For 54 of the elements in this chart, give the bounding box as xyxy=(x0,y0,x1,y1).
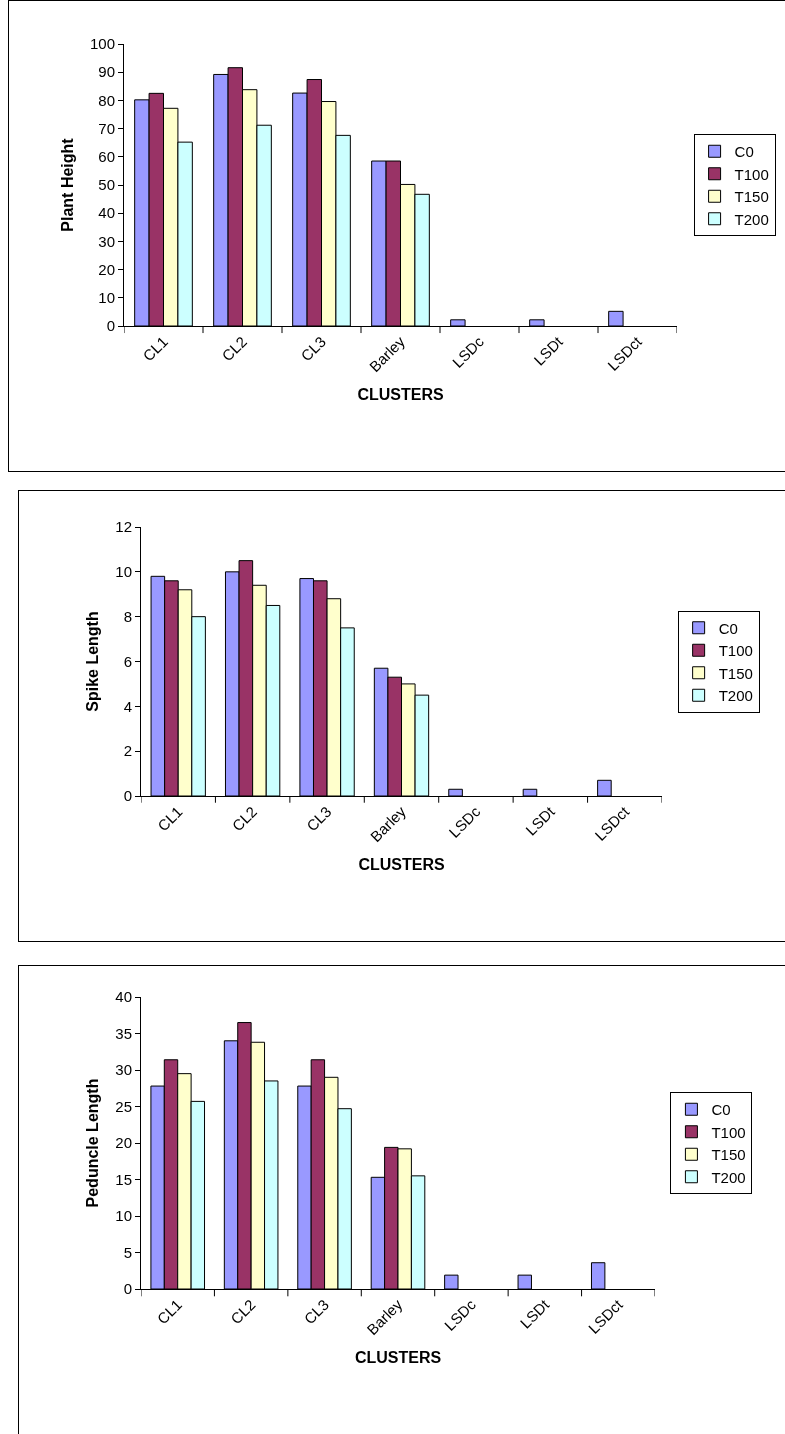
legend-label: C0 xyxy=(734,143,754,161)
y-tick-label: 20 xyxy=(98,260,115,278)
legend-label: C0 xyxy=(718,619,738,637)
x-tick-label: CL2 xyxy=(227,1295,259,1328)
y-tick-label: 2 xyxy=(123,742,132,760)
x-tick-label: CL3 xyxy=(303,802,335,835)
y-axis-title: Peduncle Length xyxy=(84,1078,102,1208)
y-tick-label: 15 xyxy=(115,1170,132,1188)
legend-label: T100 xyxy=(711,1123,746,1141)
legend-label: T200 xyxy=(734,210,769,228)
legend-label: T100 xyxy=(718,642,753,660)
x-axis-title: CLUSTERS xyxy=(358,855,445,873)
x-tick-label: CL2 xyxy=(228,802,261,835)
legend-label: T150 xyxy=(711,1146,746,1164)
x-tick-label: CL1 xyxy=(153,1295,186,1328)
y-tick-label: 0 xyxy=(123,1280,132,1298)
y-tick-label: 60 xyxy=(98,148,115,166)
legend-label: C0 xyxy=(711,1101,731,1119)
x-tick-label: CL1 xyxy=(139,332,171,365)
y-tick-label: 30 xyxy=(98,232,115,250)
legend-label: T150 xyxy=(734,188,769,206)
y-axis-title: Spike Length xyxy=(84,611,102,712)
x-axis-title: CLUSTERS xyxy=(354,1348,442,1366)
y-tick-label: 25 xyxy=(115,1097,132,1115)
x-tick-label: CL3 xyxy=(297,332,329,365)
y-tick-label: 10 xyxy=(98,289,115,307)
y-tick-label: 0 xyxy=(106,317,115,335)
y-tick-label: 35 xyxy=(115,1024,132,1042)
x-tick-label: CL3 xyxy=(300,1295,332,1328)
y-tick-label: 12 xyxy=(115,518,132,536)
x-tick-label: CL1 xyxy=(154,802,186,835)
y-tick-label: 40 xyxy=(115,988,132,1006)
y-tick-label: 70 xyxy=(98,119,115,137)
y-tick-label: 8 xyxy=(123,607,132,625)
y-tick-label: 4 xyxy=(123,697,132,715)
y-tick-label: 100 xyxy=(89,35,115,53)
y-tick-label: 50 xyxy=(98,176,115,194)
y-tick-label: 40 xyxy=(98,204,115,222)
y-tick-label: 20 xyxy=(115,1134,132,1152)
y-tick-label: 5 xyxy=(123,1243,132,1261)
y-tick-label: 10 xyxy=(115,1207,132,1225)
legend-label: T200 xyxy=(711,1168,746,1186)
y-tick-label: 90 xyxy=(98,63,115,81)
y-tick-label: 6 xyxy=(123,652,132,670)
y-tick-label: 10 xyxy=(115,563,132,581)
x-axis-title: CLUSTERS xyxy=(357,385,444,403)
y-axis-title: Plant Height xyxy=(58,137,76,232)
y-tick-label: 30 xyxy=(115,1061,132,1079)
legend-label: T200 xyxy=(718,687,753,705)
y-tick-label: 80 xyxy=(98,91,115,109)
y-tick-label: 0 xyxy=(123,787,132,805)
legend-label: T100 xyxy=(734,165,769,183)
legend-label: T150 xyxy=(718,664,753,682)
x-tick-label: CL2 xyxy=(218,332,250,365)
